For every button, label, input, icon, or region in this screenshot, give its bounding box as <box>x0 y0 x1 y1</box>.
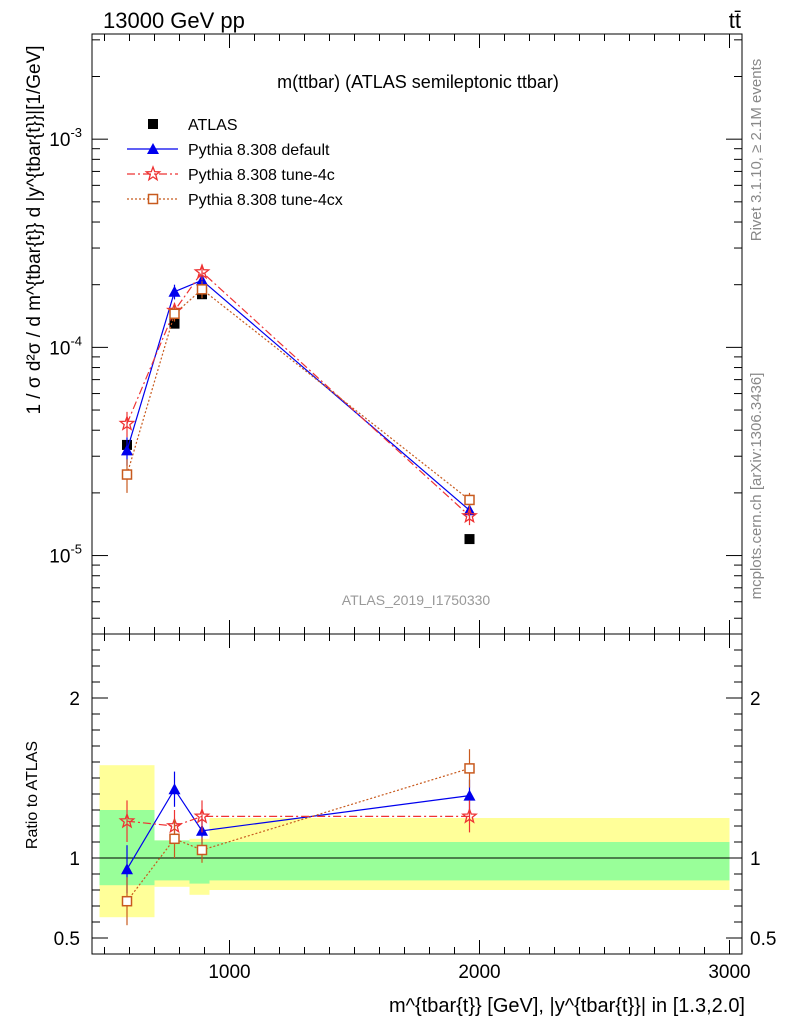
data-point <box>464 494 475 506</box>
main-series-layer <box>118 263 479 545</box>
ratio-line <box>126 815 470 827</box>
data-point <box>193 263 211 280</box>
data-point <box>118 414 136 431</box>
data-point <box>169 318 180 329</box>
data-point <box>196 284 208 295</box>
ratio-line <box>126 788 470 870</box>
ratio-tick-label: 0.5 <box>750 929 776 950</box>
legend-entry: ATLAS <box>148 117 238 134</box>
band-inner-bin <box>154 840 190 881</box>
data-point <box>121 444 133 456</box>
y-tick-label: 10-5 <box>49 542 82 568</box>
legend-label: Pythia 8.308 tune-4c <box>188 167 335 184</box>
data-point <box>147 143 159 154</box>
ratio-tick-label: 2 <box>750 689 761 710</box>
legend-label: Pythia 8.308 tune-4cx <box>188 192 343 209</box>
axis-tick-labels: 1000 2000 3000 10-5 10-4 10-3 0.5 0.5 1 1 2 2 <box>49 125 776 983</box>
header-right: tt̄ <box>729 8 741 33</box>
x-axis-label: m^{tbar{t}} [GeV], |y^{tbar{t}}| in [1.3… <box>389 995 745 1017</box>
data-point <box>118 812 136 829</box>
data-point <box>121 895 133 907</box>
series-line <box>126 279 470 511</box>
chart-title: m(ttbar) (ATLAS semileptonic ttbar) <box>277 72 559 92</box>
legend-label: Pythia 8.308 default <box>188 142 330 159</box>
ratio-tick-label: 2 <box>69 689 80 710</box>
data-point <box>144 165 162 182</box>
ratio-series-layer <box>118 749 478 926</box>
header-left: 13000 GeV pp <box>103 8 245 33</box>
data-point <box>148 119 158 129</box>
ratio-tick-label: 1 <box>750 849 761 870</box>
ratio-tick-label: 1 <box>69 849 80 870</box>
legend-entry: Pythia 8.308 tune-4cx <box>127 192 343 209</box>
y-tick-label: 10-3 <box>49 125 82 151</box>
band-inner-bin <box>209 842 730 881</box>
ratio-panel-frame <box>91 633 743 955</box>
legend-entry: Pythia 8.308 tune-4c <box>127 165 335 184</box>
legend-label: ATLAS <box>188 117 238 134</box>
data-point <box>464 534 475 545</box>
axis-ticks <box>92 34 742 955</box>
x-tick-label: 2000 <box>458 962 500 983</box>
ratio-tick-label: 0.5 <box>54 929 80 950</box>
legend: ATLAS Pythia 8.308 default Pythia 8.308 tu… <box>127 117 343 209</box>
data-point <box>121 469 133 480</box>
data-point <box>463 789 476 801</box>
y-axis-label: 1 / σ d²σ / d m^{tbar{t}} d |y^{tbar{t}}… <box>24 45 45 414</box>
data-point <box>168 285 181 297</box>
y-tick-label: 10-4 <box>49 333 82 359</box>
data-point <box>121 863 133 875</box>
data-point <box>460 506 479 524</box>
mcplots-label: mcplots.cern.ch [arXiv:1306.3436] <box>748 373 765 600</box>
rivet-label: Rivet 3.1.10, ≥ 2.1M events <box>748 59 765 242</box>
data-point <box>147 193 159 205</box>
data-point <box>464 763 475 774</box>
x-tick-label: 3000 <box>708 962 750 983</box>
ratio-panel <box>91 633 743 955</box>
ratio-band-outer <box>99 765 730 918</box>
data-point <box>168 783 181 795</box>
legend-entry: Pythia 8.308 default <box>127 142 330 159</box>
watermark: ATLAS_2019_I1750330 <box>342 592 491 608</box>
ratio-line <box>126 767 470 902</box>
ratio-y-axis-label: Ratio to ATLAS <box>24 741 41 849</box>
series-line <box>126 271 470 517</box>
data-point <box>196 844 208 856</box>
data-point <box>193 807 211 824</box>
data-point <box>169 833 180 845</box>
x-tick-label: 1000 <box>208 962 250 983</box>
data-point <box>461 807 478 824</box>
data-point <box>169 308 180 320</box>
